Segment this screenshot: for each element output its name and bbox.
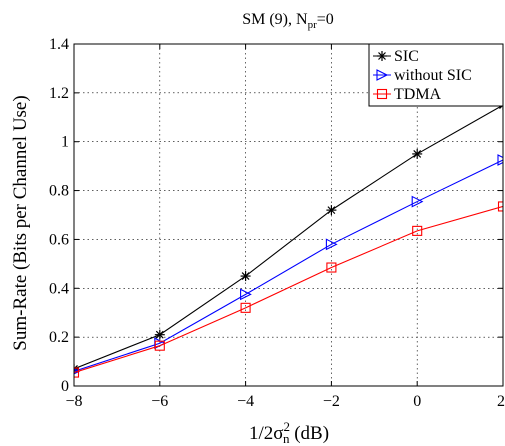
data-point-without-sic bbox=[497, 154, 503, 166]
data-point-without-sic bbox=[325, 238, 338, 251]
star-stroke bbox=[499, 104, 503, 109]
series-without-sic bbox=[74, 154, 503, 375]
star-stroke bbox=[155, 330, 164, 339]
data-point-tdma bbox=[412, 225, 423, 236]
y-axis-label: Sum-Rate (Bits per Channel Use) bbox=[10, 95, 31, 350]
data-point-sic bbox=[240, 271, 251, 282]
x-tick-label: −2 bbox=[323, 393, 340, 410]
series-tdma bbox=[74, 201, 503, 378]
x-tick-label: −6 bbox=[151, 393, 168, 410]
legend-label: TDMA bbox=[394, 86, 442, 103]
y-tick-label: 0.6 bbox=[49, 231, 69, 248]
series-line-without-sic bbox=[74, 159, 503, 372]
data-point-tdma bbox=[326, 262, 337, 273]
plot-frame bbox=[73, 43, 504, 387]
tick-layer: −8 −6 −4 −2 0 2 0 0.2 0.4 0.6 0.8 1 1.2 1.4 bbox=[49, 36, 505, 410]
series-layer bbox=[74, 100, 503, 378]
x-tick-label: −4 bbox=[237, 393, 254, 410]
star-stroke bbox=[378, 52, 386, 60]
legend: SIC without SIC TDMA bbox=[368, 43, 504, 107]
x-tick-label: −8 bbox=[65, 393, 82, 410]
legend-label: without SIC bbox=[394, 67, 472, 84]
data-point-tdma bbox=[240, 302, 251, 313]
data-point-tdma bbox=[74, 367, 80, 378]
x-axis-label-subscript: n bbox=[283, 431, 290, 446]
data-point-sic bbox=[326, 205, 337, 216]
data-point-without-sic bbox=[411, 195, 424, 208]
data-point-sic bbox=[74, 363, 79, 374]
chart-title-subscript: pr bbox=[308, 19, 318, 31]
y-tick-label: 0.8 bbox=[49, 183, 69, 200]
y-tick-label: 0 bbox=[61, 378, 69, 395]
legend-box bbox=[368, 43, 504, 107]
y-tick-label: 1.2 bbox=[49, 85, 69, 102]
y-tick-label: 0.2 bbox=[49, 329, 69, 346]
y-tick-label: 1.4 bbox=[49, 36, 69, 53]
series-line-tdma bbox=[74, 205, 503, 374]
x-axis-label: 1/2σ2 n (dB) bbox=[249, 419, 329, 446]
data-point-tdma bbox=[154, 340, 165, 351]
y-tick-label: 1 bbox=[61, 134, 69, 151]
data-point-sic bbox=[412, 148, 423, 159]
data-point-tdma bbox=[497, 201, 503, 212]
star-stroke bbox=[241, 272, 250, 280]
legend-item-tdma: TDMA bbox=[373, 86, 442, 103]
star-stroke bbox=[74, 364, 78, 370]
star-stroke bbox=[413, 150, 422, 158]
x-axis-label-superscript: 2 bbox=[283, 419, 290, 434]
legend-swatch-marker bbox=[377, 51, 387, 61]
series-sic bbox=[74, 100, 503, 374]
x-axis-label-suffix: (dB) bbox=[289, 423, 329, 444]
series-line-sic bbox=[74, 104, 503, 370]
legend-label: SIC bbox=[394, 48, 419, 65]
legend-swatch-marker bbox=[376, 69, 389, 81]
star-stroke bbox=[74, 368, 78, 373]
data-point-sic bbox=[154, 329, 165, 340]
y-tick-label: 0.4 bbox=[49, 280, 69, 297]
legend-item-without-sic: without SIC bbox=[373, 67, 472, 84]
x-tick-label: 2 bbox=[497, 393, 505, 410]
data-point-without-sic bbox=[240, 288, 252, 301]
star-stroke bbox=[327, 206, 336, 215]
legend-swatch-marker bbox=[376, 88, 388, 100]
chart-title: SM (9), Npr=0 bbox=[242, 11, 334, 31]
x-tick-label: 0 bbox=[413, 393, 421, 410]
legend-item-sic: SIC bbox=[373, 48, 419, 65]
chart-title-tail: =0 bbox=[317, 11, 334, 28]
